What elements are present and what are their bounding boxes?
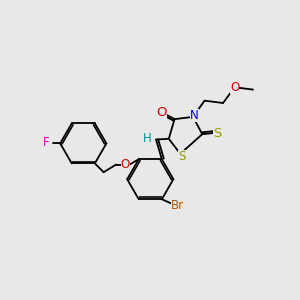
Text: S: S xyxy=(178,150,186,163)
Text: F: F xyxy=(43,136,49,149)
Text: Br: Br xyxy=(171,199,184,212)
Text: O: O xyxy=(230,81,239,94)
Text: O: O xyxy=(121,158,130,171)
Text: S: S xyxy=(213,127,221,140)
Text: N: N xyxy=(190,109,199,122)
Text: O: O xyxy=(157,106,167,119)
Text: H: H xyxy=(142,132,151,145)
